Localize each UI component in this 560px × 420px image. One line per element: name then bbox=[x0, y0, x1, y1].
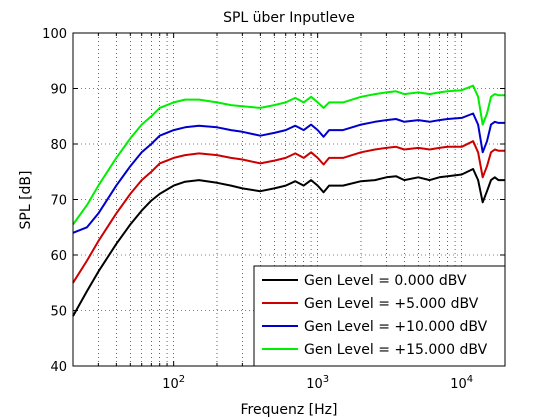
y-tick-label: 40 bbox=[50, 360, 67, 375]
legend-label: Gen Level = +15.000 dBV bbox=[304, 342, 488, 358]
y-tick-label: 90 bbox=[50, 83, 67, 98]
series-layer bbox=[72, 84, 505, 317]
series-line bbox=[72, 84, 505, 226]
chart-title: SPL über Inputleve bbox=[223, 10, 355, 26]
y-tick-label: 60 bbox=[50, 249, 67, 264]
legend-label: Gen Level = +10.000 dBV bbox=[304, 319, 488, 335]
y-tick-label: 50 bbox=[50, 305, 67, 320]
series-line bbox=[72, 112, 505, 234]
tick-layer: 40 50 60 70 80 90 100 102 103 104 bbox=[42, 27, 506, 392]
y-axis-label: SPL [dB] bbox=[18, 171, 34, 230]
x-tick-label: 104 bbox=[450, 374, 473, 392]
series-line bbox=[72, 168, 505, 317]
x-tick-label: 102 bbox=[162, 374, 185, 392]
series-line bbox=[72, 140, 505, 284]
y-tick-label: 100 bbox=[42, 27, 67, 42]
x-tick-label: 103 bbox=[306, 374, 329, 392]
y-tick-label: 70 bbox=[50, 194, 67, 209]
x-axis-label: Frequenz [Hz] bbox=[241, 402, 338, 418]
legend-label: Gen Level = +5.000 dBV bbox=[304, 296, 479, 312]
legend: Gen Level = 0.000 dBV Gen Level = +5.000 … bbox=[253, 265, 506, 367]
legend-label: Gen Level = 0.000 dBV bbox=[304, 273, 467, 289]
y-tick-label: 80 bbox=[50, 138, 67, 153]
